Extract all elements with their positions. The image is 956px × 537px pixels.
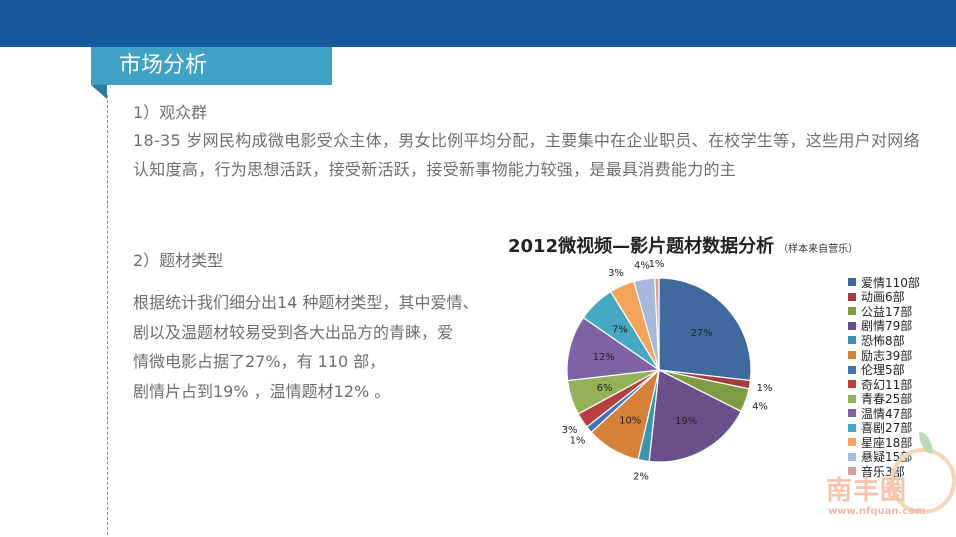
legend-label: 喜剧27部 xyxy=(861,421,913,436)
slice-label: 1% xyxy=(649,259,665,270)
legend-swatch xyxy=(848,351,856,359)
genre-line: 剧情片占到19% ，温情题材12% 。 xyxy=(133,381,391,401)
slice-label: 10% xyxy=(619,415,641,426)
legend-swatch xyxy=(848,321,856,330)
slice-label: 3% xyxy=(608,268,624,279)
slice-label: 12% xyxy=(593,352,615,363)
legend-item: 奇幻11部 xyxy=(848,377,920,392)
legend-item: 爱情110部 xyxy=(848,275,920,290)
audience-heading: 1）观众群 xyxy=(133,103,208,122)
legend-swatch xyxy=(848,278,856,287)
section-tab-fold xyxy=(91,85,107,99)
legend-swatch xyxy=(848,380,856,389)
watermark-text: 南丰圈 xyxy=(826,476,908,506)
genre-line: 剧以及温题材较易受到各大出品方的青睐，爱 xyxy=(133,322,454,342)
watermark-url: www.nfquan.com xyxy=(828,506,926,517)
pie-slice-1 xyxy=(658,277,752,382)
slice-label: 6% xyxy=(597,383,613,394)
legend-item: 公益17部 xyxy=(848,304,920,319)
pie-slice-14 xyxy=(654,277,660,371)
legend-swatch xyxy=(848,423,856,432)
slice-label: 3% xyxy=(562,425,578,436)
top-banner xyxy=(0,0,956,47)
chart-subtitle: （样本来自营乐） xyxy=(778,244,859,255)
legend-swatch xyxy=(848,438,856,447)
section-title: 市场分析 xyxy=(91,47,332,85)
watermark: 南丰圈 www.nfquan.com xyxy=(822,430,956,537)
legend-label: 剧情79部 xyxy=(861,319,913,334)
chart-title: 2012微视频—影片题材数据分析 （样本来自营乐） xyxy=(508,232,858,258)
pie-slice-10 xyxy=(566,316,661,382)
chart-title-text: 2012微视频—影片题材数据分析 xyxy=(508,236,775,257)
legend-label: 动画6部 xyxy=(861,290,905,305)
legend-label: 青春25部 xyxy=(861,392,913,407)
watermark-ring xyxy=(890,448,956,514)
legend-label: 奇幻11部 xyxy=(861,377,913,392)
pie-slice-4 xyxy=(648,369,742,463)
legend-item: 温情47部 xyxy=(848,406,920,421)
legend-item: 喜剧27部 xyxy=(848,420,920,435)
genre-heading: 2）题材类型 xyxy=(133,251,224,270)
genre-paragraph: 根据统计我们细分出14 种题材类型，其中爱情、 剧以及温题材较易受到各大出品方的… xyxy=(133,288,553,406)
legend-label: 励志39部 xyxy=(861,348,913,363)
legend-label: 公益17部 xyxy=(861,304,913,319)
slice-label: 2% xyxy=(633,472,649,483)
legend-swatch xyxy=(848,365,856,374)
legend-swatch xyxy=(848,307,856,316)
legend-item: 动画6部 xyxy=(848,290,920,305)
dashed-divider xyxy=(107,95,108,535)
slice-label: 27% xyxy=(690,328,712,339)
legend-label: 温情47部 xyxy=(861,406,913,421)
legend-item: 伦理5部 xyxy=(848,362,920,377)
legend-swatch xyxy=(848,292,856,301)
slice-label: 19% xyxy=(675,416,697,427)
legend-label: 爱情110部 xyxy=(861,275,920,290)
legend-swatch xyxy=(848,409,856,418)
slice-label: 4% xyxy=(752,401,768,412)
legend-item: 剧情79部 xyxy=(848,319,920,334)
legend-swatch xyxy=(848,336,856,345)
legend-swatch xyxy=(848,467,856,476)
slice-label: 1% xyxy=(757,383,773,394)
genre-line: 根据统计我们细分出14 种题材类型，其中爱情、 xyxy=(133,293,479,312)
legend-item: 青春25部 xyxy=(848,391,920,406)
slice-label: 1% xyxy=(570,435,586,446)
legend-item: 星座18部 xyxy=(848,435,920,450)
legend-swatch xyxy=(848,452,856,461)
slice-label: 4% xyxy=(634,260,650,271)
legend-item: 励志39部 xyxy=(848,348,920,363)
slice-label: 7% xyxy=(612,325,628,336)
legend-label: 伦理5部 xyxy=(861,363,905,378)
legend-label: 恐怖8部 xyxy=(861,333,905,348)
legend-label: 星座18部 xyxy=(861,435,913,450)
genre-line: 情微电影占据了27%，有 110 部， xyxy=(133,352,386,371)
pie-chart: 27%1%4%19%2%10%1%3%6%12%7%3%4%1% xyxy=(562,259,773,483)
audience-paragraph: 18-35 岁网民构成微电影受众主体，男女比例平均分配，主要集中在企业职员、在校… xyxy=(133,131,920,179)
legend-item: 恐怖8部 xyxy=(848,333,920,348)
legend-swatch xyxy=(848,394,856,403)
